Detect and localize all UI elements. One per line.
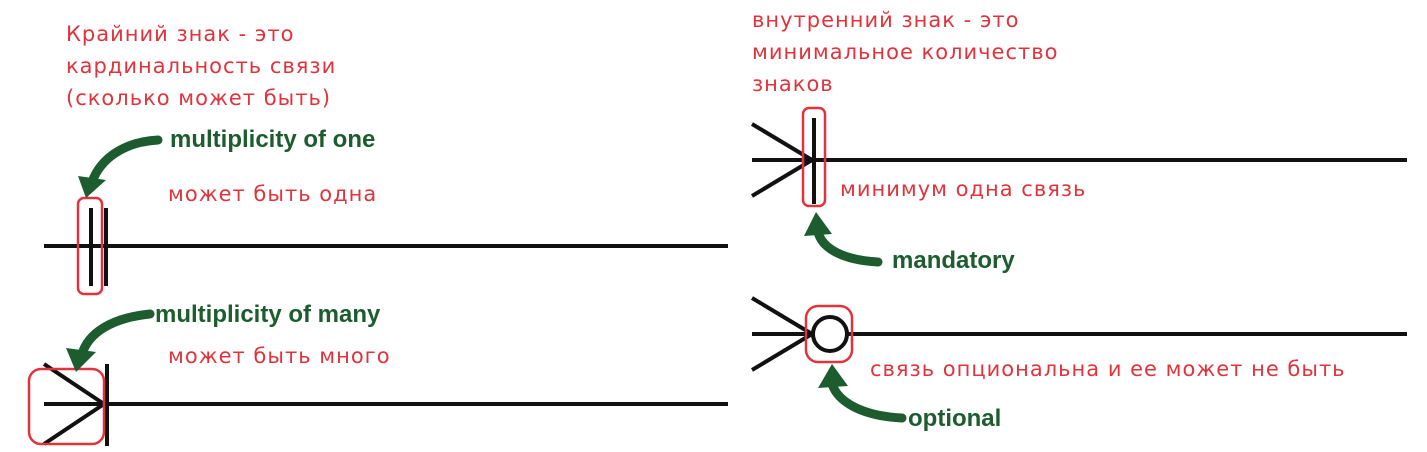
outer-mark-note: Крайний знак - это кардинальность связи … [66, 18, 336, 114]
inner-mark-note-line: минимальное количество [752, 40, 1059, 64]
inner-mark-note-line: знаков [752, 72, 834, 96]
optional-label: optional [908, 405, 1002, 432]
outer-mark-note-line: (сколько может быть) [66, 86, 332, 110]
multiplicity-one-label: multiplicity of one [170, 126, 376, 153]
optional-symbol [750, 296, 1407, 372]
outer-mark-note-line: кардинальность связи [66, 54, 337, 78]
inner-mark-highlight [801, 106, 827, 208]
mandatory-meaning-note: минимум одна связь [840, 177, 1087, 201]
arrow-head-icon [818, 364, 848, 388]
optional-meaning-note: связь опциональна и ее может не быть [870, 357, 1346, 381]
outer-mark-highlight [76, 196, 104, 296]
crow-foot-highlight [27, 367, 106, 446]
arrow-head-icon [804, 212, 832, 236]
multiplicity-many-symbol [42, 362, 728, 446]
arrow-head-icon [66, 348, 96, 372]
one-meaning-note: может быть одна [168, 182, 378, 206]
many-meaning-note: может быть много [168, 344, 391, 368]
mandatory-label: mandatory [892, 247, 1015, 274]
inner-mark-note: внутренний знак - это минимальное количе… [752, 4, 1058, 100]
arrow-head-icon [78, 176, 106, 198]
circle-highlight [804, 304, 854, 364]
multiplicity-one-symbol [44, 208, 728, 286]
curved-arrow-icon [77, 309, 155, 359]
multiplicity-many-label: multiplicity of many [155, 301, 381, 328]
outer-mark-note-line: Крайний знак - это [66, 22, 295, 46]
curved-arrow-icon [813, 227, 883, 267]
curved-arrow-icon [87, 135, 163, 187]
inner-mark-note-line: внутренний знак - это [752, 8, 1020, 32]
curved-arrow-icon [827, 379, 907, 423]
